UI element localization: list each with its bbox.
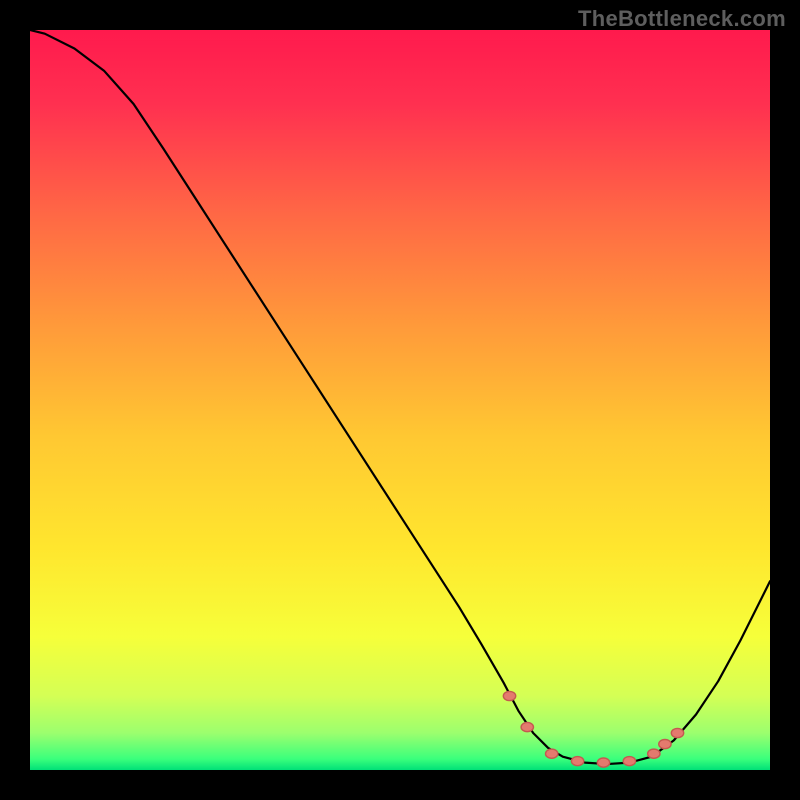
- marker-point: [648, 749, 660, 758]
- marker-point: [571, 757, 583, 766]
- plot-area: [30, 30, 770, 770]
- marker-point: [503, 691, 515, 700]
- marker-point: [659, 740, 671, 749]
- marker-point: [623, 757, 635, 766]
- watermark-text: TheBottleneck.com: [578, 6, 786, 32]
- chart-outer: TheBottleneck.com: [0, 0, 800, 800]
- plot-svg: [30, 30, 770, 770]
- marker-point: [521, 722, 533, 731]
- gradient-background: [30, 30, 770, 770]
- marker-point: [597, 758, 609, 767]
- marker-point: [546, 749, 558, 758]
- marker-point: [671, 728, 683, 737]
